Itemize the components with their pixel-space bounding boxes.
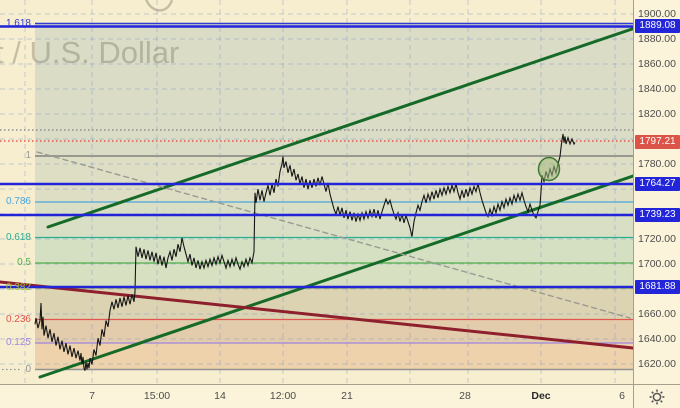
fib-label-1.618: 1.618	[5, 17, 31, 29]
chart-canvas[interactable]: t / U.S. Dollar	[0, 0, 633, 384]
symbol-watermark: t / U.S. Dollar	[0, 35, 179, 70]
time-axis-label-6: 6	[619, 390, 625, 402]
price-badge-1889.08: 1889.08	[635, 19, 680, 33]
price-badge-1739.23: 1739.23	[635, 208, 680, 222]
price-axis-label: 1700.00	[638, 258, 676, 270]
watermark-glyph-fragment	[145, 0, 174, 12]
time-axis[interactable]: 7 15:00 14 12:00 21 28 Dec 6	[0, 384, 633, 408]
downtrend-dashed-trendline[interactable]	[36, 151, 631, 319]
chart-plot-area[interactable]: t / U.S. Dollar 1.618 1 0.786 0.618 0.5 0.382…	[0, 0, 633, 384]
fib-label-0.618: 0.618	[5, 231, 31, 243]
fib-label-0: 0	[25, 363, 31, 375]
fib-band	[35, 23, 633, 156]
downtrend-maroon-trendline[interactable]	[0, 280, 633, 350]
price-axis-label: 1720.00	[638, 233, 676, 245]
time-axis-label-28: 28	[459, 390, 471, 402]
fib-label-0.5: 0.5	[17, 257, 31, 268]
price-axis-label: 1820.00	[638, 108, 676, 120]
time-axis-label-Dec: Dec	[531, 390, 551, 402]
time-axis-label-15:00: 15:00	[143, 390, 171, 402]
price-bars-path	[34, 133, 576, 371]
fib-band	[35, 237, 633, 263]
fib-band	[35, 343, 633, 370]
time-axis-label-14: 14	[214, 390, 226, 402]
price-badge-1764.27: 1764.27	[635, 177, 680, 191]
fib-band	[35, 288, 633, 320]
price-axis[interactable]: 1900.00 1880.00 1860.00 1840.00 1820.00 1780.…	[633, 0, 680, 384]
fib-label-0.125: 0.125	[5, 337, 31, 348]
price-axis-label: 1880.00	[638, 33, 676, 45]
fib-label-0.236: 0.236	[5, 313, 31, 325]
price-axis-label: 1620.00	[638, 358, 676, 370]
price-axis-label: 1640.00	[638, 333, 676, 345]
price-axis-label: 1900.00	[638, 8, 676, 20]
fib-label-0.786: 0.786	[5, 196, 31, 207]
price-badge-1681.88: 1681.88	[635, 280, 680, 294]
time-axis-label-21: 21	[341, 390, 353, 402]
price-axis-label: 1840.00	[638, 83, 676, 95]
channel-upper-trendline[interactable]	[46, 27, 633, 229]
axis-corner	[633, 384, 680, 408]
price-axis-label: 1860.00	[638, 58, 676, 70]
fib-label-1: 1	[25, 150, 31, 161]
fib-label-0.382: 0.382	[5, 282, 31, 293]
time-axis-label-7: 7	[89, 390, 95, 402]
fib-band	[35, 319, 633, 343]
time-axis-settings-gear-icon[interactable]	[648, 388, 666, 406]
ellipse-annotation[interactable]	[537, 156, 561, 182]
channel-lower-trendline[interactable]	[38, 174, 633, 379]
fib-band	[35, 263, 633, 288]
time-axis-label-12:00: 12:00	[269, 390, 297, 402]
price-badge-1797.21: 1797.21	[635, 135, 680, 149]
price-axis-label: 1780.00	[638, 158, 676, 170]
price-axis-label: 1660.00	[638, 308, 676, 320]
